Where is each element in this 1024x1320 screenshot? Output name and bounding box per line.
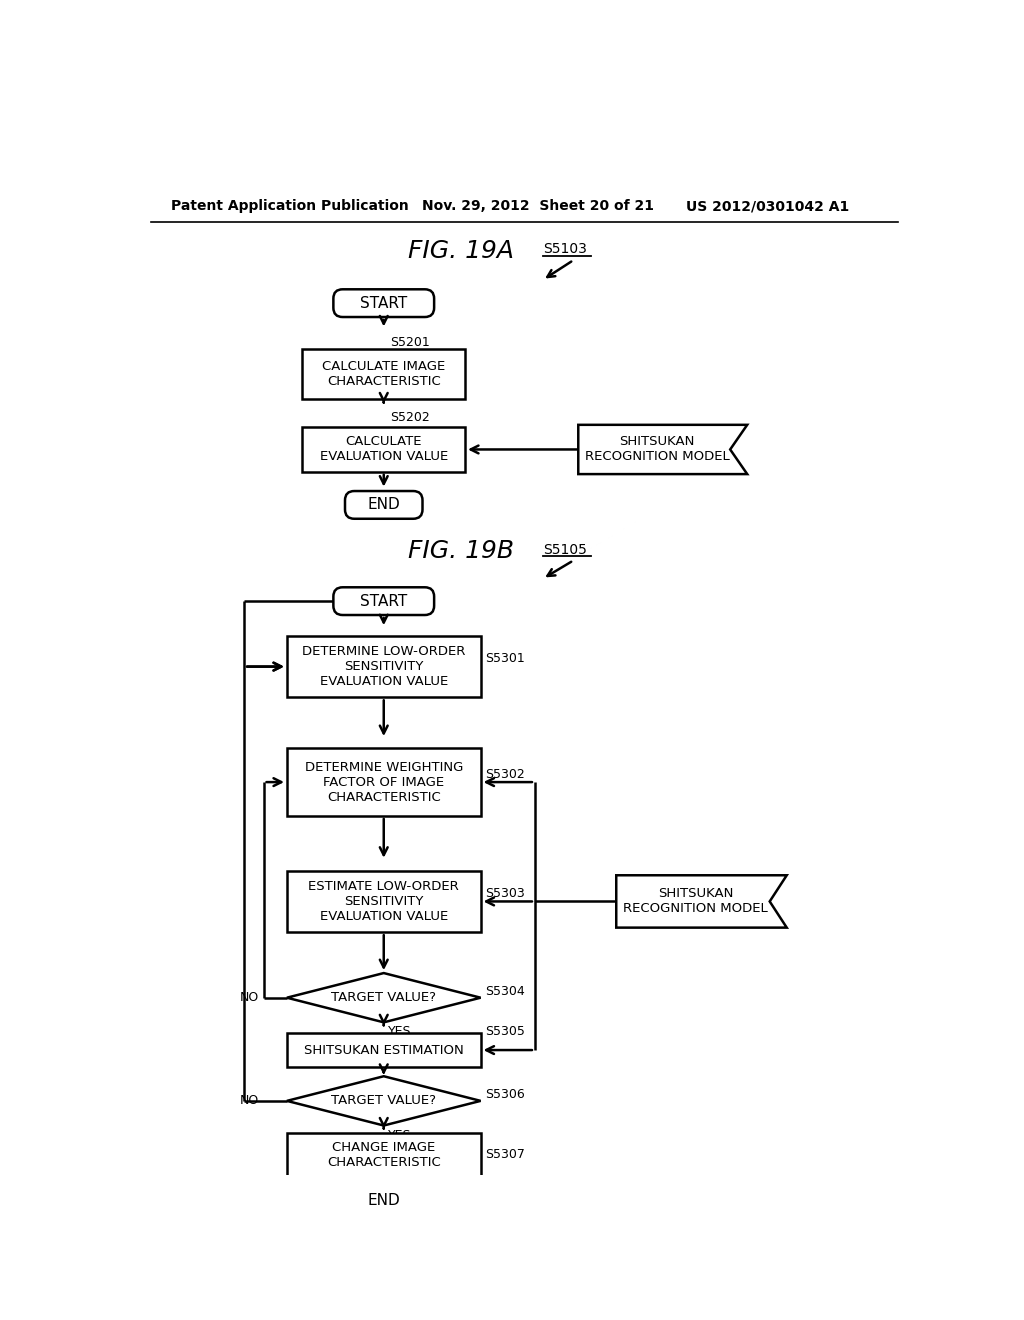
Bar bbox=[287, 1133, 480, 1176]
Text: US 2012/0301042 A1: US 2012/0301042 A1 bbox=[686, 199, 849, 213]
Text: END: END bbox=[368, 498, 400, 512]
Text: TARGET VALUE?: TARGET VALUE? bbox=[331, 991, 436, 1005]
Text: NO: NO bbox=[240, 1094, 259, 1107]
Text: S5301: S5301 bbox=[485, 652, 525, 665]
Text: TARGET VALUE?: TARGET VALUE? bbox=[331, 1094, 436, 1107]
Text: SHITSUKAN
RECOGNITION MODEL: SHITSUKAN RECOGNITION MODEL bbox=[624, 887, 768, 916]
Text: Patent Application Publication: Patent Application Publication bbox=[171, 199, 409, 213]
Text: S5202: S5202 bbox=[390, 411, 430, 424]
Bar bbox=[302, 428, 465, 471]
Text: CHANGE IMAGE
CHARACTERISTIC: CHANGE IMAGE CHARACTERISTIC bbox=[327, 1140, 440, 1168]
Text: S5302: S5302 bbox=[485, 768, 525, 781]
Text: ESTIMATE LOW-ORDER
SENSITIVITY
EVALUATION VALUE: ESTIMATE LOW-ORDER SENSITIVITY EVALUATIO… bbox=[308, 880, 459, 923]
FancyBboxPatch shape bbox=[334, 587, 434, 615]
Text: S5105: S5105 bbox=[543, 543, 587, 557]
Text: DETERMINE WEIGHTING
FACTOR OF IMAGE
CHARACTERISTIC: DETERMINE WEIGHTING FACTOR OF IMAGE CHAR… bbox=[304, 760, 463, 804]
Bar bbox=[287, 748, 480, 816]
Text: S5304: S5304 bbox=[485, 985, 525, 998]
Polygon shape bbox=[287, 1076, 480, 1126]
Bar bbox=[302, 348, 465, 400]
Text: S5305: S5305 bbox=[485, 1026, 525, 1039]
Text: START: START bbox=[360, 594, 408, 609]
FancyBboxPatch shape bbox=[334, 289, 434, 317]
Text: FIG. 19B: FIG. 19B bbox=[409, 539, 514, 564]
Polygon shape bbox=[287, 973, 480, 1022]
Text: SHITSUKAN ESTIMATION: SHITSUKAN ESTIMATION bbox=[304, 1044, 464, 1056]
Text: Nov. 29, 2012  Sheet 20 of 21: Nov. 29, 2012 Sheet 20 of 21 bbox=[423, 199, 654, 213]
Text: S5307: S5307 bbox=[485, 1148, 525, 1162]
Bar bbox=[287, 871, 480, 932]
Bar bbox=[287, 636, 480, 697]
FancyBboxPatch shape bbox=[345, 1187, 423, 1214]
Text: S5201: S5201 bbox=[390, 335, 430, 348]
Polygon shape bbox=[616, 875, 786, 928]
Bar bbox=[287, 1034, 480, 1067]
Polygon shape bbox=[579, 425, 748, 474]
FancyBboxPatch shape bbox=[345, 491, 423, 519]
Text: DETERMINE LOW-ORDER
SENSITIVITY
EVALUATION VALUE: DETERMINE LOW-ORDER SENSITIVITY EVALUATI… bbox=[302, 645, 466, 688]
Text: S5306: S5306 bbox=[485, 1088, 525, 1101]
Text: CALCULATE IMAGE
CHARACTERISTIC: CALCULATE IMAGE CHARACTERISTIC bbox=[323, 360, 445, 388]
Text: SHITSUKAN
RECOGNITION MODEL: SHITSUKAN RECOGNITION MODEL bbox=[585, 436, 729, 463]
Text: START: START bbox=[360, 296, 408, 310]
Text: S5103: S5103 bbox=[543, 243, 587, 256]
Text: END: END bbox=[368, 1193, 400, 1208]
Text: YES: YES bbox=[388, 1026, 412, 1039]
Text: NO: NO bbox=[240, 991, 259, 1005]
Text: CALCULATE
EVALUATION VALUE: CALCULATE EVALUATION VALUE bbox=[319, 436, 447, 463]
Text: YES: YES bbox=[388, 1129, 412, 1142]
Text: FIG. 19A: FIG. 19A bbox=[409, 239, 514, 263]
Text: S5303: S5303 bbox=[485, 887, 525, 900]
